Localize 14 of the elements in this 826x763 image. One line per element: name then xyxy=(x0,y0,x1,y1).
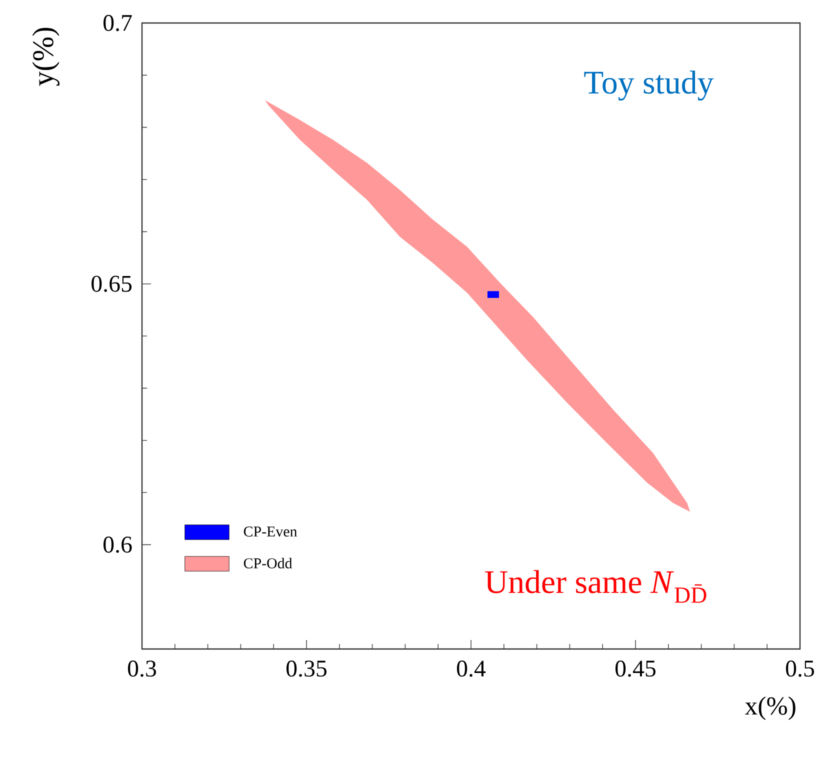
x-tick-label: 0.4 xyxy=(456,660,486,677)
x-axis-title: x(%) xyxy=(744,696,796,720)
x-tick-label: 0.35 xyxy=(286,660,326,677)
x-tick-label: 0.5 xyxy=(786,660,814,677)
x-tick-label: 0.3 xyxy=(128,660,156,677)
legend-label: CP-Even xyxy=(244,526,298,537)
y-tick-label: 0.6 xyxy=(104,536,132,553)
y-tick-label: 0.7 xyxy=(104,14,132,32)
x-tick-label: 0.45 xyxy=(615,660,656,677)
annotation: Under same N$_{DD̄}$ xyxy=(485,570,706,603)
y-axis-title: y(%) xyxy=(32,28,60,86)
annotation: Toy study xyxy=(584,70,714,101)
y-tick-label: 0.65 xyxy=(92,276,132,292)
legend-label: CP-Odd xyxy=(244,558,292,568)
